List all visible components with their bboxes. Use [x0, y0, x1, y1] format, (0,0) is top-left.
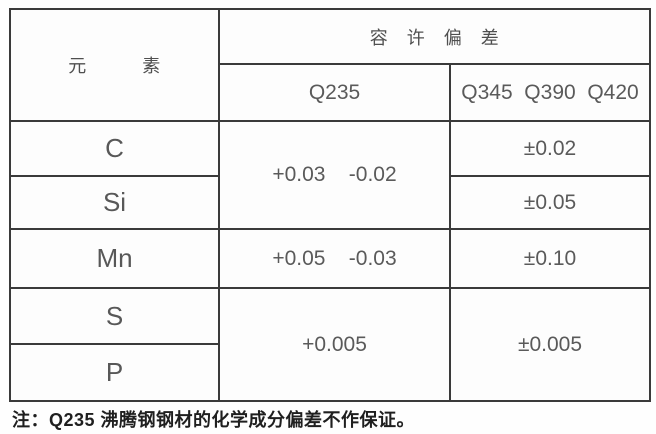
cell-q345-si-deviation: ±0.05	[449, 175, 651, 230]
table-row: Q235 Q345 Q390 Q420	[10, 63, 651, 122]
table-row: 元 素 容 许 偏 差	[9, 8, 651, 122]
header-permissible-deviation: 容 许 偏 差	[218, 8, 651, 65]
cell-element-s: S	[9, 287, 220, 345]
cell-q235-mn-deviation: +0.05 -0.03	[218, 228, 451, 289]
table-row: S +0.005 ±0.005	[9, 287, 651, 402]
footnote: 注：Q235 沸腾钢钢材的化学成分偏差不作保证。	[12, 410, 416, 430]
cell-element-mn: Mn	[9, 228, 220, 289]
header-grade-q235: Q235	[218, 63, 451, 122]
header-grade-q345-q390-q420: Q345 Q390 Q420	[449, 63, 651, 122]
cell-q345-mn-deviation: ±0.10	[449, 228, 651, 289]
cell-element-c: C	[9, 120, 220, 177]
table-row: Si ±0.05	[9, 175, 651, 230]
table-row: P	[9, 343, 650, 402]
cell-q235-c-si-deviation: +0.03 -0.02	[218, 120, 451, 230]
table-row: Mn +0.05 -0.03 ±0.10	[9, 228, 651, 289]
cell-element-si: Si	[9, 175, 220, 230]
cell-q235-s-p-deviation: +0.005	[218, 287, 451, 402]
cell-element-p: P	[9, 343, 220, 402]
cell-q345-s-p-deviation: ±0.005	[449, 287, 651, 402]
chemical-deviation-table: 元 素 容 许 偏 差 Q235 Q345 Q390 Q420 C +0.03 …	[9, 8, 651, 402]
cell-q345-c-deviation: ±0.02	[449, 120, 651, 177]
table-row: C +0.03 -0.02 ±0.02	[9, 120, 651, 230]
header-element: 元 素	[9, 8, 220, 122]
